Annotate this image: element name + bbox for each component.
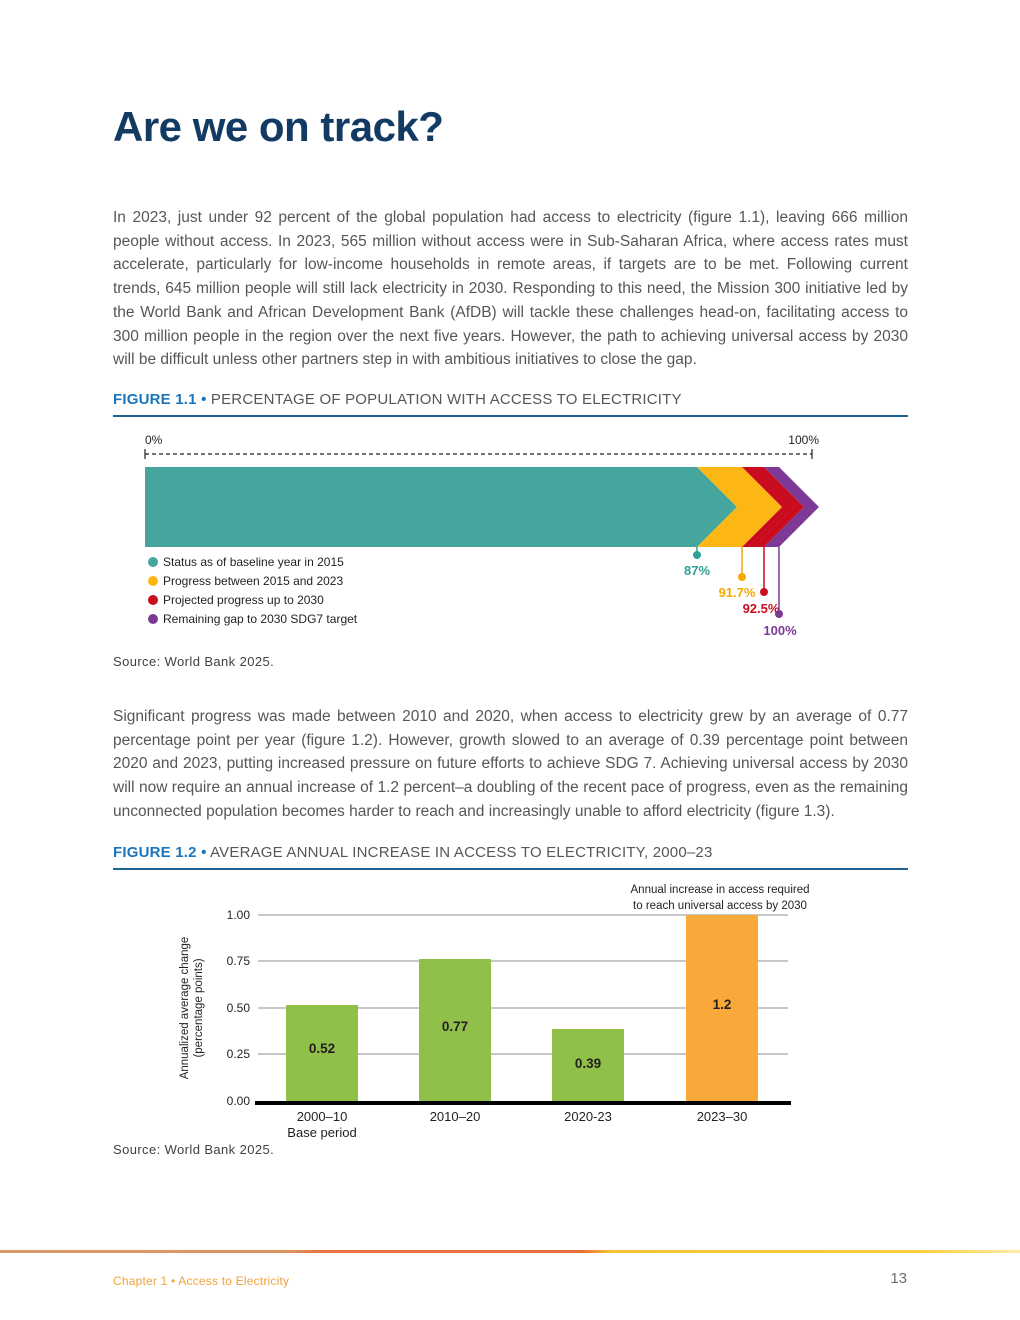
- callout-value-91-7: 91.7%: [719, 585, 756, 600]
- figure-1-1-bullet: •: [201, 391, 207, 408]
- intro-paragraph: In 2023, just under 92 percent of the gl…: [113, 209, 908, 369]
- callout-100: 100%: [763, 547, 797, 638]
- footer-gradient-rule: [0, 1250, 1020, 1253]
- axis-min-label: 0%: [145, 433, 163, 447]
- callout-dot-92-5: [760, 588, 768, 596]
- figure-1-2-heading: FIGURE 1.2 • AVERAGE ANNUAL INCREASE IN …: [113, 844, 908, 870]
- figure-1-1-label: FIGURE 1.1: [113, 391, 197, 408]
- figure-1-2-label: FIGURE 1.2: [113, 844, 197, 861]
- legend-label-baseline: Status as of baseline year in 2015: [163, 555, 344, 569]
- page-title: Are we on track?: [113, 103, 444, 150]
- bar-value-2023-30: 1.2: [713, 997, 732, 1012]
- figure-1-2-bullet: •: [201, 844, 207, 861]
- legend-label-gap: Remaining gap to 2030 SDG7 target: [163, 612, 358, 626]
- xcat-2000-10: 2000–10: [297, 1109, 348, 1124]
- callout-dot-91-7: [738, 573, 746, 581]
- callout-value-100: 100%: [763, 623, 797, 638]
- bar-2020-23: [552, 1029, 624, 1101]
- legend-dot-gap: [148, 614, 158, 624]
- y-axis-label-line1: Annualized average change: [179, 937, 191, 1080]
- ytick-0-50: 0.50: [227, 1001, 251, 1015]
- callout-87: 87%: [684, 547, 710, 578]
- progress-paragraph: Significant progress was made between 20…: [113, 708, 908, 820]
- ytick-0-75: 0.75: [227, 954, 251, 968]
- x-axis-ticks: 2000–10 Base period 2010–20 2020-23 2023…: [287, 1109, 747, 1140]
- axis-max-label: 100%: [788, 433, 819, 447]
- figure-1-2-source: Source: World Bank 2025.: [113, 1142, 275, 1157]
- callout-dot-100: [775, 610, 783, 618]
- ytick-1-00: 1.00: [227, 908, 251, 922]
- figure-1-1-title: PERCENTAGE OF POPULATION WITH ACCESS TO …: [210, 391, 682, 408]
- legend-dot-baseline: [148, 557, 158, 567]
- bar-2023-30: [686, 915, 758, 1101]
- xcat-2010-20: 2010–20: [430, 1109, 481, 1124]
- legend-label-projected: Projected progress up to 2030: [163, 593, 324, 607]
- figure-1-1-source: Source: World Bank 2025.: [113, 654, 275, 669]
- page-number: 13: [890, 1270, 907, 1287]
- callout-value-87: 87%: [684, 563, 710, 578]
- bar-value-2020-23: 0.39: [575, 1056, 601, 1071]
- xcat-base-period: Base period: [287, 1125, 356, 1140]
- legend-dot-progress: [148, 576, 158, 586]
- bar-2000-10: [286, 1005, 358, 1101]
- ytick-0-00: 0.00: [227, 1094, 251, 1108]
- figure-1-2-title: AVERAGE ANNUAL INCREASE IN ACCESS TO ELE…: [210, 844, 713, 861]
- callout-92-5: 92.5%: [743, 547, 780, 616]
- band-remaining-gap: [764, 467, 819, 547]
- band-projected-2030: [742, 467, 804, 547]
- y-axis-ticks: 1.00 0.75 0.50 0.25 0.00: [227, 908, 251, 1108]
- legend-dot-projected: [148, 595, 158, 605]
- callout-dot-87: [693, 551, 701, 559]
- bar-annotation-line2: to reach universal access by 2030: [633, 900, 807, 912]
- figure-1-1-legend: Status as of baseline year in 2015 Progr…: [148, 555, 358, 626]
- figure-1-1-chart: 0% 100% 87% 91.7% 92.5% 100%: [144, 433, 819, 638]
- figure-1-1-heading: FIGURE 1.1 • PERCENTAGE OF POPULATION WI…: [113, 391, 908, 417]
- xcat-2020-23: 2020-23: [564, 1109, 612, 1124]
- xcat-2023-30: 2023–30: [697, 1109, 748, 1124]
- figure-1-2-chart: Annual increase in access required to re…: [179, 884, 810, 1140]
- legend-label-progress: Progress between 2015 and 2023: [163, 574, 343, 588]
- bar-2010-20: [419, 959, 491, 1101]
- bar-annotation-line1: Annual increase in access required: [631, 884, 810, 896]
- bar-value-2000-10: 0.52: [309, 1041, 335, 1056]
- bar-value-2010-20: 0.77: [442, 1019, 468, 1034]
- y-axis-label-line2: (percentage points): [193, 958, 205, 1057]
- band-baseline-2015: [145, 467, 737, 547]
- callout-91-7: 91.7%: [719, 547, 756, 600]
- footer-chapter-label: Chapter 1 • Access to Electricity: [113, 1274, 290, 1288]
- ytick-0-25: 0.25: [227, 1047, 251, 1061]
- band-progress-2015-2023: [697, 467, 782, 547]
- callout-value-92-5: 92.5%: [743, 601, 780, 616]
